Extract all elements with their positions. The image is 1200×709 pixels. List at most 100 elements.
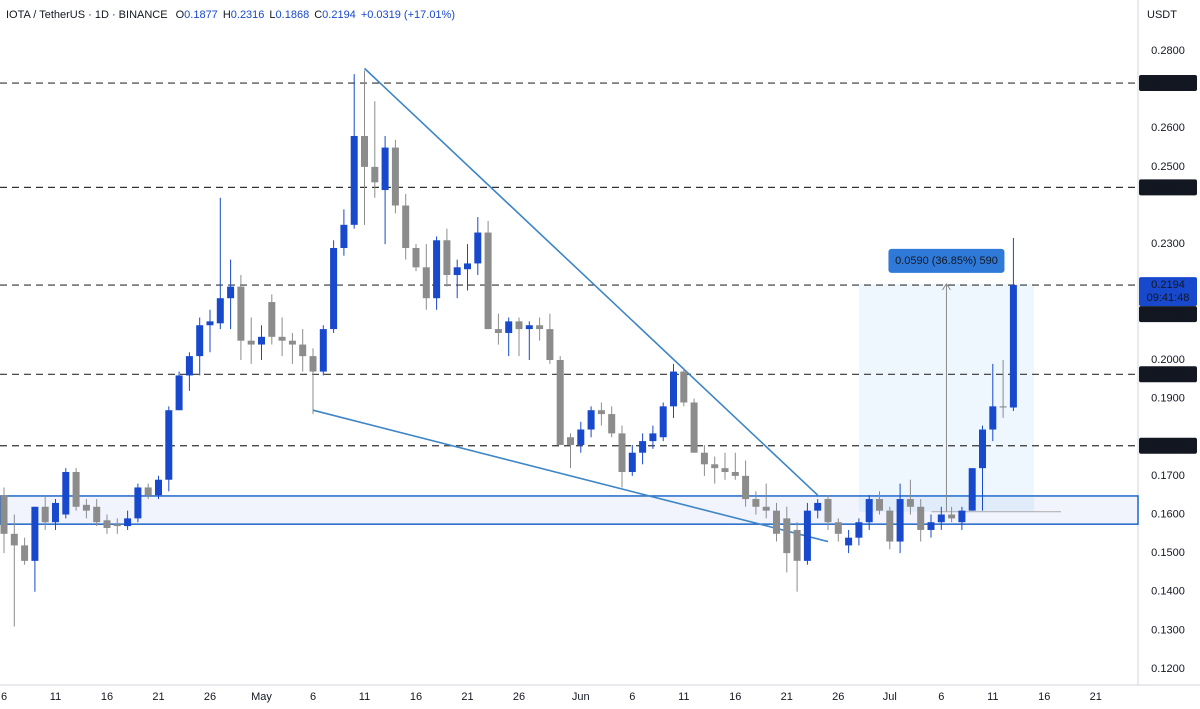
x-tick-label: 26 xyxy=(832,691,844,703)
y-tick-label: 0.1600 xyxy=(1151,508,1185,520)
candle-body xyxy=(948,514,956,519)
candle-body xyxy=(247,340,255,345)
y-tick-label: 0.1500 xyxy=(1151,547,1185,559)
candle-body xyxy=(886,510,894,542)
measure-label: 0.0590 (36.85%) 590 xyxy=(895,255,998,267)
candle-body xyxy=(876,499,883,511)
last-price-label: 0.2194 xyxy=(1151,279,1185,291)
candle-body xyxy=(196,325,204,357)
level-badge xyxy=(1139,75,1197,92)
candle-body xyxy=(474,232,482,264)
candle-body xyxy=(628,452,636,473)
symbol: IOTA / TetherUS · 1D · BINANCE xyxy=(6,9,168,21)
y-tick-label: 0.2000 xyxy=(1151,354,1185,366)
candle-body xyxy=(1009,285,1017,408)
candle-body xyxy=(155,479,162,496)
header: IOTA / TetherUS · 1D · BINANCE O0.1877 H0.… xyxy=(6,9,455,21)
x-tick-label: 21 xyxy=(781,691,793,703)
last-price-badge xyxy=(1139,277,1197,307)
y-tick-label: 0.1900 xyxy=(1151,393,1185,405)
candle-body xyxy=(422,267,430,299)
candle-body xyxy=(896,499,904,542)
candle-body xyxy=(680,371,688,403)
candle-body xyxy=(41,506,49,523)
candle-body xyxy=(824,499,832,523)
candle-body xyxy=(412,247,420,268)
candle-body xyxy=(330,247,338,330)
candle-body xyxy=(206,321,214,326)
x-tick-label: 26 xyxy=(513,691,525,703)
candle-body xyxy=(124,518,132,527)
level-label: 0.1963 xyxy=(1151,368,1185,380)
trendline xyxy=(363,67,819,496)
candle-body xyxy=(52,502,59,523)
x-tick-label: 6 xyxy=(629,691,635,703)
y-tick-label: 0.2800 xyxy=(1151,45,1185,57)
candle-body xyxy=(340,224,348,248)
y-tick-label: 0.1300 xyxy=(1151,624,1185,636)
x-tick-label: Jul xyxy=(883,691,897,703)
x-tick-label: 26 xyxy=(204,691,216,703)
candle-body xyxy=(113,524,121,527)
candle-body xyxy=(175,375,183,411)
candle-body xyxy=(845,537,853,546)
candle-body xyxy=(62,472,70,515)
candle-body xyxy=(608,414,616,434)
x-tick-label: Jun xyxy=(572,691,590,703)
y-tick-label: 0.2500 xyxy=(1151,161,1185,173)
support-zone xyxy=(0,495,1139,525)
candle-body xyxy=(773,510,780,534)
candle-body xyxy=(443,240,451,276)
candle-body xyxy=(237,286,245,341)
level-badge xyxy=(1139,179,1197,196)
candle-body xyxy=(515,321,523,330)
candle-body xyxy=(659,406,667,438)
candle-body xyxy=(649,433,657,442)
candle-body xyxy=(958,510,966,523)
candle-body xyxy=(834,522,842,534)
candle-body xyxy=(309,356,317,372)
x-tick-label: 16 xyxy=(1038,691,1050,703)
candle-body xyxy=(93,506,101,523)
legend-value: 0.1877 xyxy=(184,9,218,21)
candle-body xyxy=(783,518,791,554)
candle-body xyxy=(216,298,224,324)
y-tick-label: 0.1200 xyxy=(1151,663,1185,675)
x-tick-label: 16 xyxy=(101,691,113,703)
candle-body xyxy=(989,406,997,430)
y-tick-label: 0.2300 xyxy=(1151,238,1185,250)
candle-body xyxy=(505,321,513,333)
candle-body xyxy=(639,441,647,453)
level-label: 0.2447 xyxy=(1151,181,1185,193)
candle-body xyxy=(227,286,235,299)
candle-body xyxy=(258,336,265,345)
candle-body xyxy=(577,429,585,445)
candle-body xyxy=(10,533,18,546)
candle-body xyxy=(381,147,389,191)
x-tick-label: 21 xyxy=(1090,691,1102,703)
legend-key: O xyxy=(176,9,185,21)
prev-close-badge xyxy=(1139,306,1197,323)
legend-value: 0.2194 xyxy=(322,9,356,21)
candle-body xyxy=(752,499,760,507)
candle-body xyxy=(433,240,441,299)
y-tick-label: 0.1700 xyxy=(1151,470,1185,482)
candle-body xyxy=(742,475,750,500)
candle-body xyxy=(731,472,739,476)
candle-body xyxy=(546,329,554,360)
candle-body xyxy=(556,360,564,445)
candle-body xyxy=(402,205,410,248)
price-axis-bg xyxy=(1139,28,1200,684)
candle-body xyxy=(288,340,296,345)
candle-body xyxy=(185,356,193,376)
x-tick-label: 21 xyxy=(152,691,164,703)
candle-body xyxy=(278,336,286,341)
candle-body xyxy=(906,499,914,507)
legend-change: +0.0319 (+17.01%) xyxy=(361,9,455,21)
candle-body xyxy=(494,329,502,333)
x-tick-label: 16 xyxy=(729,691,741,703)
candle-body xyxy=(670,371,677,407)
trendline xyxy=(312,409,829,543)
